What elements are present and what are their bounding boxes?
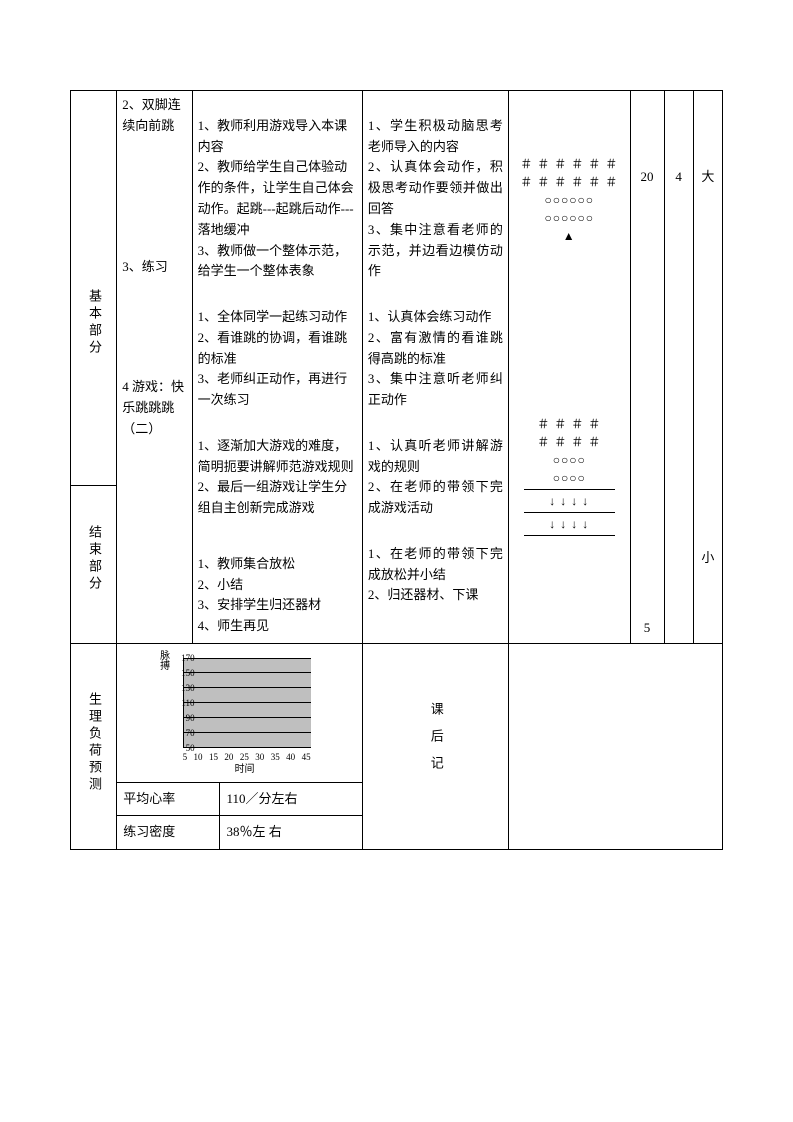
section-label: 结束部分: [71, 485, 117, 643]
notes-cell: [508, 643, 722, 850]
density-value: 38％左 右: [220, 816, 362, 849]
section-label: 基本部分: [71, 91, 117, 486]
physio-label: 生理负荷预测: [71, 643, 117, 850]
sub-text: 3、练习: [122, 257, 186, 278]
physio-cell: 脉搏 170 150 130 110 90 70 50 5 1: [117, 643, 363, 850]
student-activity: 1、学生积极动脑思考老师导入的内容 2、认真体会动作，积极思考动作要领并做出回答…: [362, 91, 508, 644]
time-col: 20 5: [630, 91, 664, 644]
avg-hr-value: 110／分左右: [220, 782, 362, 816]
avg-hr-label: 平均心率: [117, 782, 220, 816]
table-row: 生理负荷预测 脉搏 170 150 130 110 90 70: [71, 643, 723, 850]
sub-activity: 2、双脚连续向前跳 3、练习 4 游戏：快乐跳跳跳（二）: [117, 91, 192, 644]
sub-text: 2、双脚连续向前跳: [122, 95, 186, 137]
lesson-plan-table: 基本部分 2、双脚连续向前跳 3、练习 4 游戏：快乐跳跳跳（二） 1、教师利用…: [70, 90, 723, 850]
physio-subtable: 平均心率 110／分左右 练习密度 38％左 右: [117, 782, 362, 850]
times-col: 4: [664, 91, 693, 644]
intensity-col: 大 小: [693, 91, 722, 644]
formation-diagram: ＃ ＃ ＃ ＃ ＃ ＃ ＃ ＃ ＃ ＃ ＃ ＃ ○○○○○○ ○○○○○○ ▲ …: [508, 91, 630, 644]
density-label: 练习密度: [117, 816, 220, 849]
sub-text: 4 游戏：快乐跳跳跳（二）: [122, 377, 186, 439]
notes-label: 课后记: [362, 643, 508, 850]
teacher-activity: 1、教师利用游戏导入本课内容 2、教师给学生自己体验动作的条件，让学生自己体会动…: [192, 91, 362, 644]
heart-rate-chart: 脉搏 170 150 130 110 90 70 50 5 1: [155, 650, 325, 780]
